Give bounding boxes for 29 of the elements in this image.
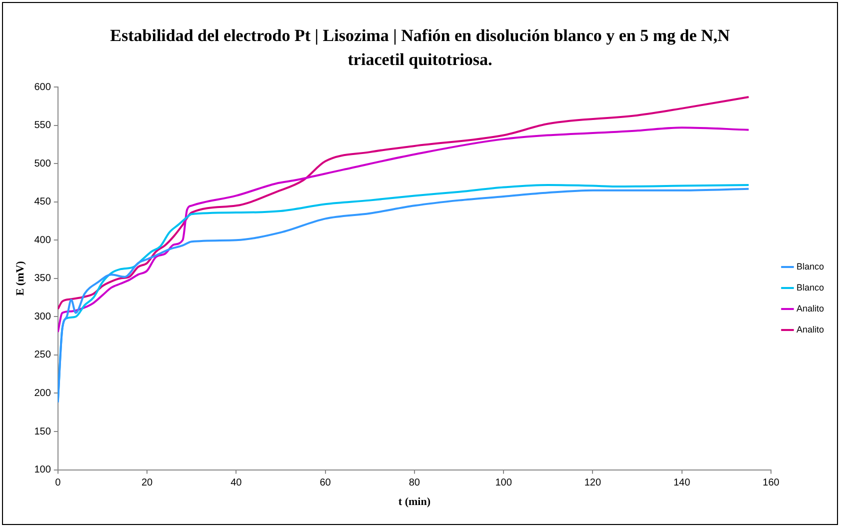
y-tick-label: 300: [34, 311, 52, 322]
x-tick-label: 160: [762, 478, 780, 489]
y-tick-label: 550: [34, 120, 52, 132]
x-axis-title: t (min): [398, 496, 431, 508]
line-series: [58, 126, 750, 333]
legend-label: Analito: [796, 324, 824, 334]
x-tick-label: 0: [55, 478, 62, 489]
y-tick-label: 150: [34, 426, 52, 438]
y-tick-label: 350: [34, 273, 52, 284]
x-tick-label: 60: [320, 478, 332, 489]
x-tick-label: 120: [584, 478, 602, 489]
x-tick-label: 140: [674, 478, 691, 489]
y-tick-label: 100: [34, 464, 52, 476]
y-tick-label: 500: [34, 158, 52, 170]
x-tick-label: 40: [230, 478, 242, 489]
y-tick-label: 600: [34, 82, 52, 93]
x-tick-label: 80: [408, 478, 420, 489]
y-tick-label: 250: [34, 350, 52, 361]
x-tick-label: 20: [141, 478, 154, 489]
y-tick-label: 200: [34, 388, 52, 399]
y-tick-label: 450: [34, 196, 52, 208]
chart-title: Estabilidad del electrodo Pt | Lisozima | Nafión en disolución blanco y en 5 mg de N,N triacetil quitotriosa.: [109, 25, 731, 71]
y-tick-label: 400: [34, 234, 52, 246]
legend-label: Blanco: [796, 261, 824, 272]
x-tick-label: 100: [495, 478, 512, 489]
legend-label: Blanco: [796, 282, 824, 292]
legend-label: Analito: [796, 303, 824, 314]
y-axis-title: E (mV): [14, 260, 26, 296]
line-series: [58, 96, 750, 310]
